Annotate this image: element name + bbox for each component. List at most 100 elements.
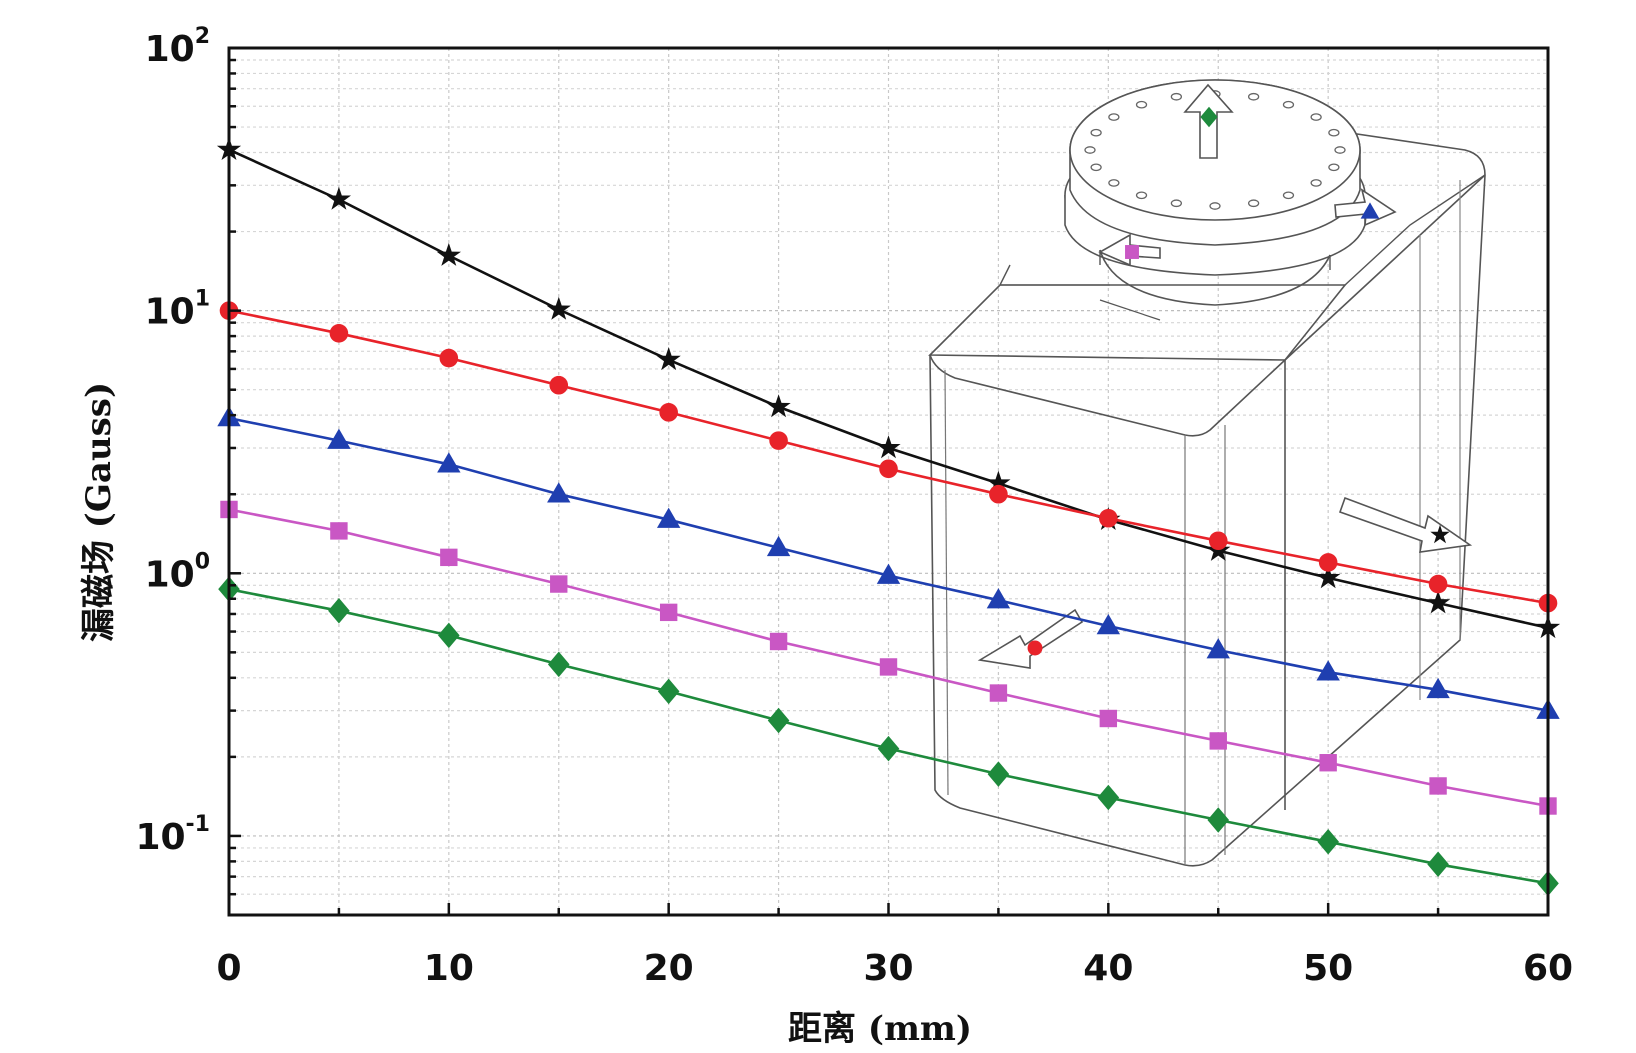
data-point-star bbox=[766, 394, 791, 418]
bolt-hole bbox=[1135, 100, 1148, 109]
bolt-hole bbox=[1334, 146, 1346, 154]
data-point-diamond bbox=[877, 735, 900, 762]
data-point-square bbox=[1209, 732, 1227, 750]
data-point-square bbox=[879, 658, 898, 676]
data-point-square bbox=[989, 684, 1008, 702]
data-point-square bbox=[1319, 754, 1337, 772]
bolt-hole bbox=[1310, 179, 1322, 187]
data-point-triangle bbox=[986, 588, 1011, 609]
data-point-square bbox=[1429, 777, 1447, 795]
data-point-triangle bbox=[327, 428, 351, 449]
bolt-hole bbox=[1170, 92, 1183, 101]
bolt-hole bbox=[1108, 179, 1120, 187]
data-point-triangle bbox=[766, 535, 791, 557]
enclosure-diagram-icon bbox=[928, 79, 1486, 867]
bolt-hole bbox=[1108, 113, 1120, 121]
data-point-diamond bbox=[1207, 807, 1230, 833]
series-circle bbox=[219, 301, 1558, 613]
data-point-circle bbox=[659, 403, 678, 422]
bolt-hole bbox=[1282, 100, 1295, 109]
data-point-square bbox=[330, 522, 348, 540]
data-point-triangle bbox=[656, 507, 681, 528]
data-point-circle bbox=[1428, 574, 1448, 594]
y-tick-label: 101 bbox=[145, 287, 210, 333]
bolt-hole bbox=[1247, 92, 1260, 101]
y-tick-base: 10 bbox=[145, 292, 195, 333]
data-point-circle bbox=[1318, 553, 1338, 572]
x-tick-label: 60 bbox=[1523, 948, 1573, 989]
x-tick-label: 0 bbox=[216, 948, 241, 989]
data-point-diamond bbox=[1200, 106, 1218, 128]
x-tick-label: 50 bbox=[1303, 948, 1353, 989]
data-point-diamond bbox=[438, 622, 460, 649]
data-point-square bbox=[1099, 709, 1118, 728]
bolt-hole bbox=[1135, 191, 1148, 200]
data-point-star bbox=[986, 470, 1011, 494]
y-tick-exponent: 2 bbox=[195, 24, 210, 49]
y-tick-label: 10-1 bbox=[135, 812, 210, 858]
data-point-diamond bbox=[1317, 829, 1339, 855]
data-point-diamond bbox=[547, 651, 570, 678]
data-point-star bbox=[876, 435, 901, 459]
bolt-hole bbox=[1209, 202, 1221, 210]
y-tick-label: 102 bbox=[145, 24, 210, 70]
data-point-square bbox=[659, 603, 678, 622]
bolt-hole bbox=[1170, 199, 1183, 208]
bolt-hole bbox=[1084, 146, 1096, 154]
data-point-diamond bbox=[1427, 851, 1449, 878]
x-tick-label: 20 bbox=[644, 948, 694, 989]
data-point-star bbox=[656, 347, 681, 371]
data-point-star bbox=[436, 242, 461, 266]
data-point-circle bbox=[329, 323, 349, 343]
bolt-hole bbox=[1247, 199, 1260, 208]
data-point-circle bbox=[1208, 531, 1228, 551]
bolt-hole bbox=[1090, 163, 1102, 172]
data-point-square bbox=[769, 632, 788, 651]
data-point-square bbox=[550, 575, 568, 593]
data-point-diamond bbox=[767, 707, 790, 734]
y-tick-label: 100 bbox=[145, 549, 210, 595]
data-point-star bbox=[1426, 590, 1451, 614]
data-point-diamond bbox=[657, 678, 680, 705]
series-triangle bbox=[217, 406, 1560, 719]
data-point-triangle bbox=[1360, 202, 1380, 219]
data-point-star bbox=[1430, 524, 1450, 544]
y-tick-exponent: 1 bbox=[195, 287, 210, 312]
data-point-circle bbox=[1099, 508, 1118, 528]
y-tick-exponent: 0 bbox=[195, 549, 210, 574]
data-point-triangle bbox=[1316, 660, 1340, 681]
data-point-triangle bbox=[437, 452, 461, 473]
data-point-triangle bbox=[876, 563, 901, 584]
y-tick-base: 10 bbox=[135, 817, 185, 858]
data-point-star bbox=[326, 186, 351, 210]
bolt-hole bbox=[1310, 113, 1322, 121]
data-point-star bbox=[1316, 565, 1341, 589]
data-point-diamond bbox=[328, 598, 350, 624]
bolt-hole bbox=[1328, 128, 1340, 137]
data-point-circle bbox=[439, 348, 459, 368]
data-point-diamond bbox=[987, 761, 1010, 787]
data-point-square bbox=[440, 548, 458, 567]
y-tick-base: 10 bbox=[145, 29, 195, 70]
x-tick-label: 40 bbox=[1083, 948, 1133, 989]
plot-frame bbox=[227, 46, 1550, 917]
data-point-circle bbox=[769, 431, 788, 450]
data-point-star bbox=[546, 296, 571, 320]
data-point-circle bbox=[989, 484, 1008, 504]
bolt-hole bbox=[1282, 191, 1295, 200]
y-tick-exponent: -1 bbox=[186, 812, 210, 837]
x-tick-label: 10 bbox=[424, 948, 474, 989]
data-point-triangle bbox=[547, 482, 571, 503]
y-axis-title: 漏磁场 (Gauss) bbox=[79, 382, 119, 642]
x-tick-label: 30 bbox=[863, 948, 913, 989]
bolt-hole bbox=[1328, 163, 1340, 172]
data-point-diamond bbox=[1097, 784, 1120, 811]
data-point-triangle bbox=[1096, 613, 1121, 635]
data-point-triangle bbox=[1206, 638, 1230, 659]
x-tick-labels: 0 10 20 30 40 50 60 bbox=[216, 948, 1573, 989]
x-axis-title: 距离 (mm) bbox=[788, 1009, 972, 1049]
data-point-circle bbox=[879, 459, 898, 479]
data-point-triangle bbox=[1426, 677, 1450, 699]
